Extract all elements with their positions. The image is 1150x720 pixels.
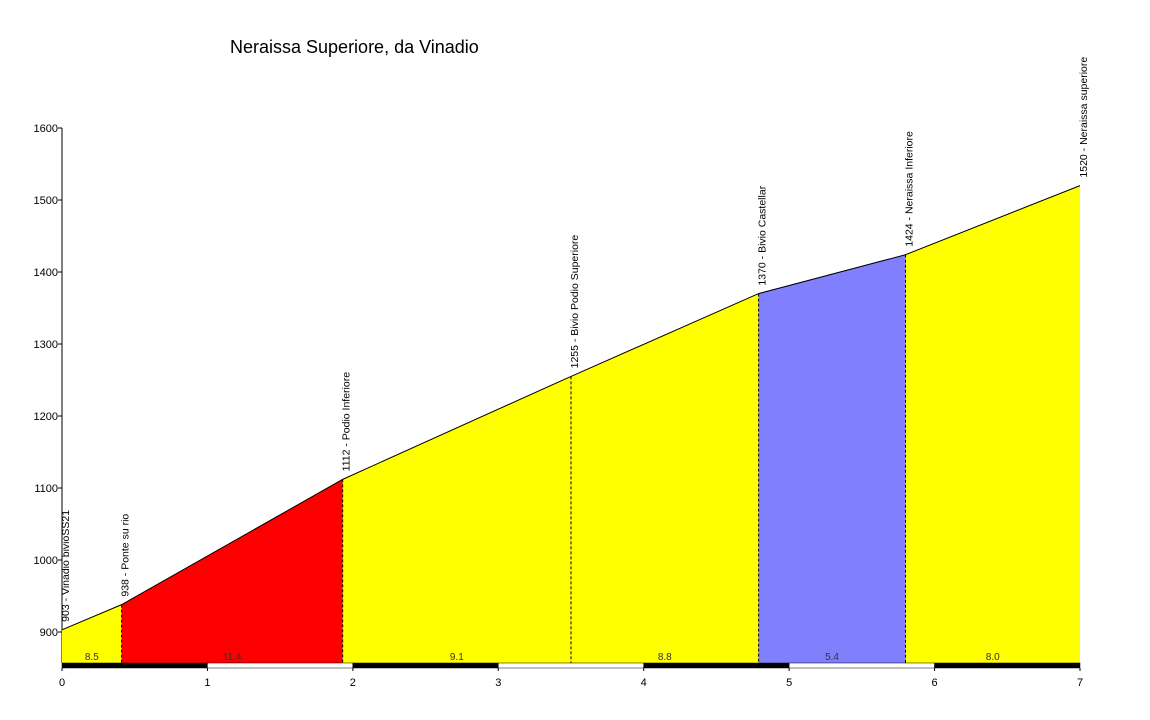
grade-label: 9.1	[450, 652, 464, 663]
chart-title: Neraissa Superiore, da Vinadio	[230, 37, 479, 57]
km-strip	[352, 662, 499, 669]
km-strip	[61, 662, 208, 669]
x-tick-label: 2	[350, 677, 356, 689]
point-label: 1255 - Bivio Podio Superiore	[569, 235, 581, 369]
y-tick-label: 1500	[34, 195, 58, 207]
km-strip	[207, 662, 354, 669]
point-label: 1520 - Neraissa superiore	[1078, 57, 1090, 178]
point-label: 1112 - Podio Inferiore	[341, 372, 353, 472]
y-tick-label: 1400	[34, 267, 58, 279]
x-tick-label: 1	[204, 677, 210, 689]
y-tick-label: 900	[40, 627, 58, 639]
km-strip	[788, 662, 935, 669]
segment	[758, 254, 906, 663]
y-tick-label: 1600	[34, 123, 58, 135]
y-tick-label: 1200	[34, 411, 58, 423]
y-tick-label: 1100	[34, 483, 58, 495]
segment	[905, 185, 1080, 663]
grade-label: 8.0	[986, 652, 1000, 663]
x-tick-label: 4	[641, 677, 647, 689]
point-label: 938 - Ponte su rio	[120, 514, 132, 597]
grade-label: 8.5	[85, 652, 99, 663]
km-strip	[934, 662, 1081, 669]
x-tick-label: 3	[495, 677, 501, 689]
grade-label: 11.4	[223, 652, 242, 663]
x-tick-label: 6	[932, 677, 938, 689]
point-label: 1370 - Bivio Castellar	[757, 185, 769, 285]
segment	[571, 293, 759, 663]
point-label: 903 - Vinadio bivioSS21	[60, 510, 72, 622]
x-tick-label: 7	[1077, 677, 1083, 689]
grade-label: 8.8	[658, 652, 672, 663]
km-strip	[498, 662, 644, 669]
point-label: 1424 - Neraissa Inferiore	[903, 131, 915, 247]
segment	[342, 376, 571, 663]
segment	[62, 604, 122, 663]
km-strip	[643, 662, 790, 669]
segment	[121, 479, 343, 663]
y-tick-label: 1300	[34, 339, 58, 351]
y-tick-label: 1000	[34, 555, 58, 567]
x-tick-label: 5	[786, 677, 792, 689]
x-tick-label: 0	[59, 677, 65, 689]
grade-label: 5.4	[825, 652, 839, 663]
